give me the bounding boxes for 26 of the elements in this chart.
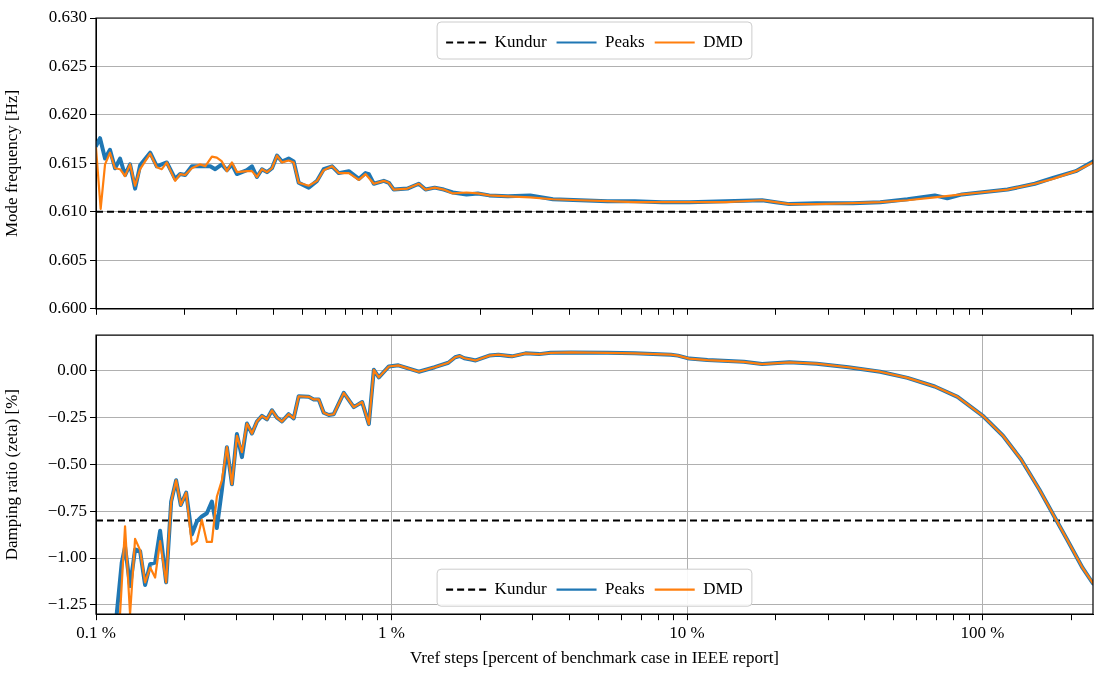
y-tick-label: 0.615	[48, 152, 87, 172]
y-tick-label: 0.600	[48, 298, 87, 318]
y-tick-label: 0.620	[48, 104, 87, 124]
y-tick-label: −1.25	[47, 594, 87, 614]
y-tick-label: −0.75	[47, 500, 87, 520]
y-tick-label: −0.50	[47, 453, 87, 473]
y-tick-label: 0.630	[48, 7, 87, 27]
legend-label: Kundur	[494, 579, 547, 599]
legend-label: Kundur	[494, 31, 547, 51]
y-axis-title: Mode frequency [Hz]	[1, 89, 21, 238]
x-axis-title: Vref steps [percent of benchmark case in IEEE report]	[409, 648, 780, 668]
x-tick-label: 0.1 %	[76, 622, 116, 642]
legend-label: Peaks	[605, 579, 645, 599]
y-tick-label: −1.00	[47, 547, 87, 567]
y-tick-label: 0.605	[48, 249, 87, 269]
legend-label: DMD	[703, 31, 743, 51]
y-tick-label: 0.610	[48, 201, 87, 221]
x-tick-label: 100 %	[960, 622, 1005, 642]
y-axis-title: Damping ratio (zeta) [%]	[1, 389, 21, 561]
legend-label: Peaks	[605, 31, 645, 51]
y-tick-label: 0.00	[57, 360, 87, 380]
x-tick-label: 1 %	[378, 622, 405, 642]
legend-label: DMD	[703, 579, 743, 599]
y-tick-label: −0.25	[47, 407, 87, 427]
x-tick-label: 10 %	[669, 622, 705, 642]
y-tick-label: 0.625	[48, 55, 87, 75]
